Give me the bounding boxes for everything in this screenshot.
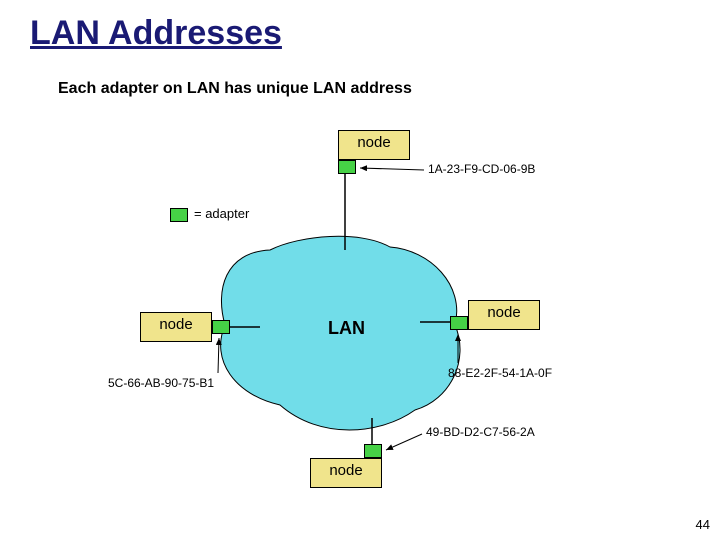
link-lines xyxy=(230,174,450,444)
address-label-top: 1A-23-F9-CD-06-9B xyxy=(428,162,535,176)
address-label-right: 88-E2-2F-54-1A-0F xyxy=(448,366,552,380)
legend-text: = adapter xyxy=(194,206,249,221)
slide-title: LAN Addresses xyxy=(30,14,282,53)
page-number: 44 xyxy=(696,517,710,532)
node-box-bottom: node xyxy=(310,458,382,488)
legend-adapter-box xyxy=(170,208,188,222)
node-box-top: node xyxy=(338,130,410,160)
adapter-box-top xyxy=(338,160,356,174)
adapter-box-left xyxy=(212,320,230,334)
address-arrows xyxy=(218,168,458,450)
node-box-right: node xyxy=(468,300,540,330)
lan-label: LAN xyxy=(328,318,365,339)
slide-subtitle: Each adapter on LAN has unique LAN addre… xyxy=(58,80,412,98)
address-label-left: 5C-66-AB-90-75-B1 xyxy=(108,376,214,390)
adapter-box-bottom xyxy=(364,444,382,458)
address-label-bottom: 49-BD-D2-C7-56-2A xyxy=(426,425,535,439)
adapter-box-right xyxy=(450,316,468,330)
node-box-left: node xyxy=(140,312,212,342)
